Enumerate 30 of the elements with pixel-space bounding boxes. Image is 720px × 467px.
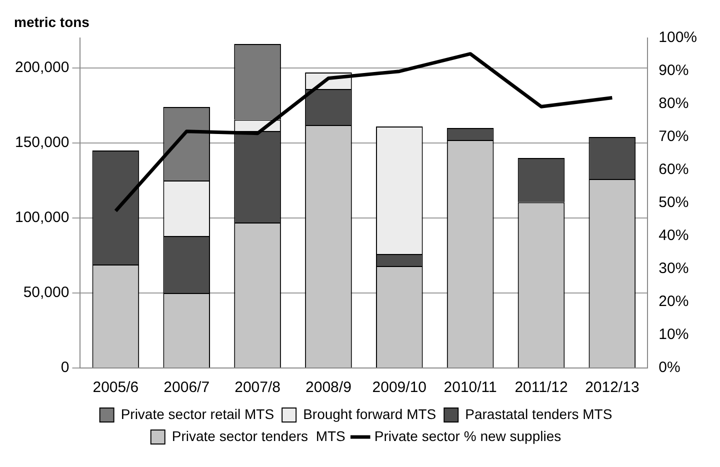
- y2-tick-label: 80%: [658, 95, 689, 112]
- y-tick-label: 200,000: [14, 59, 70, 76]
- y-axis-title: metric tons: [14, 14, 90, 30]
- legend-label: Private sector % new supplies: [374, 428, 562, 444]
- y2-tick-label: 60%: [658, 161, 689, 178]
- y-tick-label: 100,000: [14, 209, 70, 226]
- y2-tick-label: 50%: [658, 194, 689, 212]
- legend-label: Brought forward MTS: [303, 406, 436, 422]
- y2-tick-label: 30%: [658, 260, 689, 278]
- x-tick-label: 2011/12: [514, 379, 568, 396]
- y2-tick-label: 10%: [658, 326, 689, 344]
- y2-tick-label: 90%: [658, 62, 689, 80]
- y-tick-label: 0: [60, 359, 70, 376]
- x-tick-label: 2012/13: [585, 379, 640, 396]
- legend-label: Private sector retail MTS: [120, 406, 274, 422]
- y2-tick-label: 20%: [658, 293, 689, 310]
- y2-tick-label: 100%: [658, 29, 698, 46]
- y-tick-label: 150,000: [14, 134, 70, 152]
- legend-label: Private sector tenders MTS: [172, 428, 346, 444]
- x-tick-label: 2009/10: [372, 379, 427, 396]
- x-tick-label: 2006/7: [164, 379, 210, 396]
- legend-label: Parastatal tenders MTS: [465, 406, 612, 422]
- y2-tick-label: 40%: [658, 227, 689, 244]
- y2-tick-label: 0%: [658, 359, 680, 376]
- x-tick-label: 2008/9: [306, 379, 352, 396]
- x-tick-label: 2007/8: [234, 379, 280, 396]
- y2-tick-label: 70%: [658, 128, 689, 146]
- x-tick-label: 2010/11: [444, 379, 497, 396]
- x-tick-label: 2005/6: [92, 379, 139, 396]
- y-tick-label: 50,000: [23, 284, 70, 302]
